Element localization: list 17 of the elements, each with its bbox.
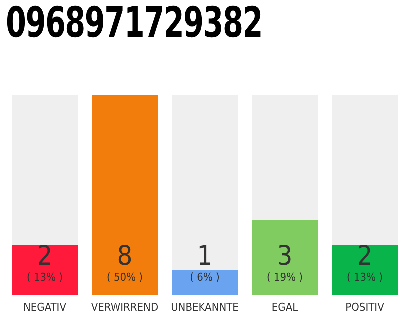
data-label: 2 [357, 241, 373, 272]
data-label: 2 [37, 241, 53, 272]
x-tick-label: POSITIV [346, 300, 385, 314]
annotation: ( 6% ) [190, 271, 220, 284]
annotation: ( 19% ) [266, 271, 304, 284]
x-tick-label: NEGATIV [24, 300, 67, 314]
annotation: ( 13% ) [346, 271, 384, 284]
annotation: ( 13% ) [26, 271, 64, 284]
data-label: 3 [277, 241, 293, 272]
data-label: 1 [197, 241, 213, 272]
x-tick-label: VERWIRREND [91, 300, 159, 314]
annotation: ( 50% ) [106, 271, 144, 284]
x-tick-label: UNBEKANNTE [171, 300, 239, 314]
bar [172, 270, 238, 295]
chart-title: 0968971729382 [6, 0, 262, 47]
x-tick-label: EGAL [272, 300, 299, 314]
data-label: 8 [117, 241, 133, 272]
